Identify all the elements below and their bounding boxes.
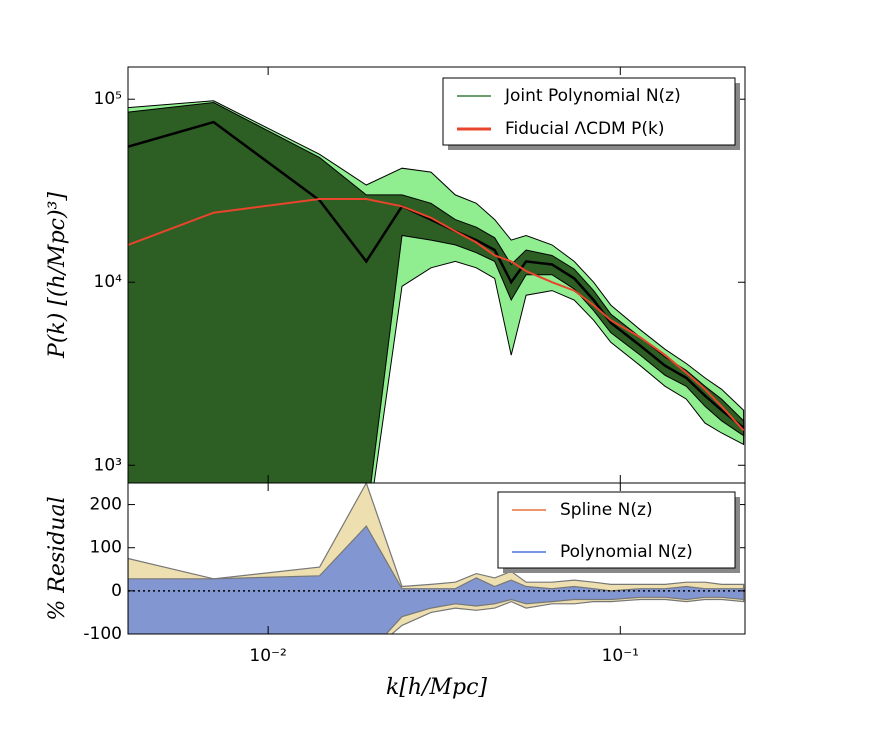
legend-label: Spline N(z) bbox=[560, 500, 653, 520]
top-plot bbox=[128, 100, 745, 483]
overlay: 10³ 10⁴ 10⁵ P(k) [(h/Mpc)³] Joint Polynomial… bbox=[45, 66, 746, 700]
inner-band bbox=[128, 101, 745, 483]
residual-band bbox=[128, 525, 745, 634]
mean-line bbox=[128, 120, 745, 429]
y-tick-label: 0 bbox=[111, 581, 122, 601]
x-tick-label: 10⁻¹ bbox=[602, 646, 639, 666]
legend-box bbox=[497, 491, 736, 569]
bottom-plot bbox=[128, 483, 745, 634]
y-axis-label: % Residual bbox=[45, 496, 70, 620]
legend-label: Joint Polynomial N(z) bbox=[504, 86, 681, 106]
fiducial-line bbox=[128, 198, 745, 432]
y-tick-label: 10⁵ bbox=[94, 89, 122, 109]
y-tick-label: 200 bbox=[90, 495, 122, 515]
legend-label: Polynomial N(z) bbox=[560, 542, 693, 562]
plot-frame bbox=[127, 482, 746, 635]
y-tick-label: 10³ bbox=[94, 455, 122, 475]
x-tick-label: 10⁻² bbox=[249, 646, 286, 666]
y-tick-label: 10⁴ bbox=[94, 272, 123, 292]
y-tick-label: 100 bbox=[90, 538, 122, 558]
legend-box bbox=[442, 77, 736, 146]
legend-label: Fiducial ΛCDM P(k) bbox=[505, 119, 664, 139]
y-tick-label: -100 bbox=[83, 624, 122, 644]
y-axis-label: P(k) [(h/Mpc)³] bbox=[45, 192, 70, 359]
x-axis-label: k[h/Mpc] bbox=[386, 675, 487, 700]
